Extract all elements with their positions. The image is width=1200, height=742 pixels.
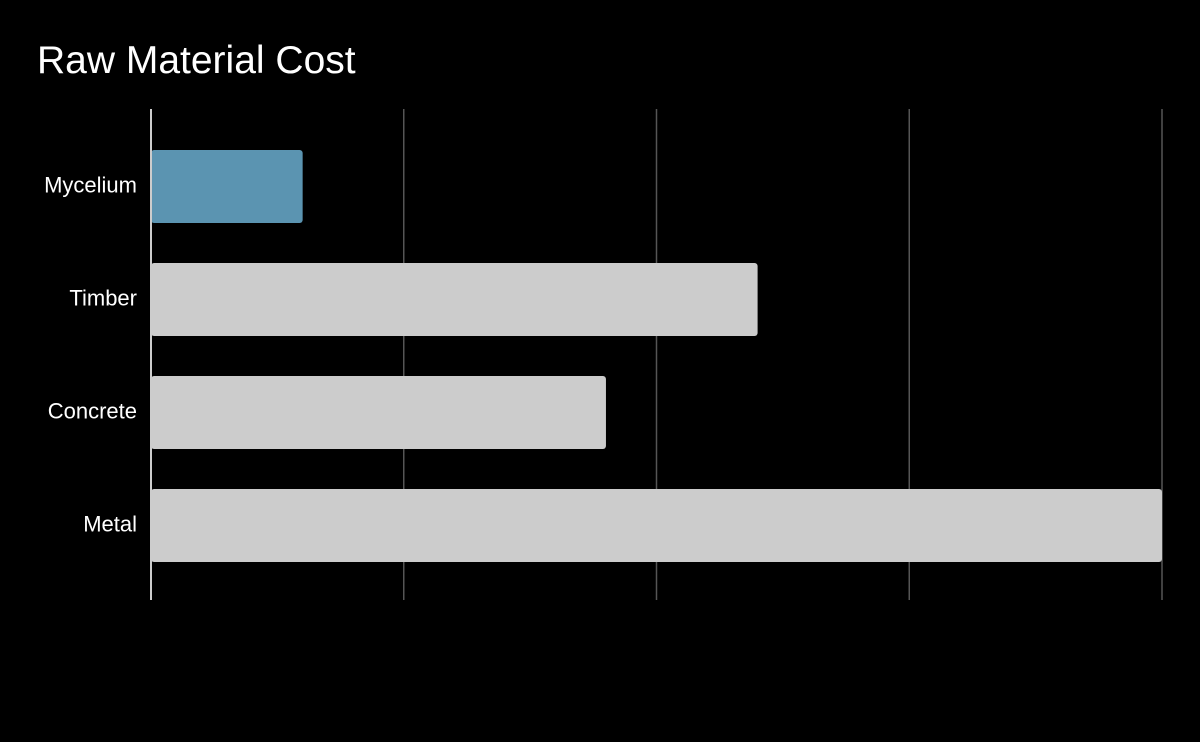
- bars: [151, 150, 1162, 562]
- category-label-concrete: Concrete: [48, 398, 137, 423]
- bar-metal: [151, 489, 1162, 562]
- bar-mycelium: [151, 150, 303, 223]
- category-label-timber: Timber: [69, 285, 137, 310]
- chart-title: Raw Material Cost: [37, 39, 356, 82]
- bar-timber: [151, 263, 758, 336]
- category-labels: Mycelium Timber Concrete Metal: [44, 172, 137, 536]
- category-label-mycelium: Mycelium: [44, 172, 137, 197]
- bar-concrete: [151, 376, 606, 449]
- category-label-metal: Metal: [83, 511, 137, 536]
